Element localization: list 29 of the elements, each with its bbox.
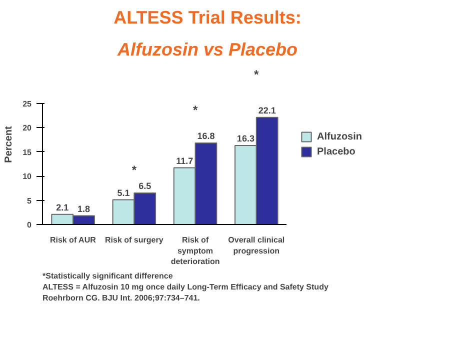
legend-label: Alfuzosin xyxy=(317,131,362,142)
text: *Statistically significant difference xyxy=(42,272,174,280)
x-tick-label: Risk of symptom deterioration xyxy=(170,236,220,266)
data-label: 2.1 xyxy=(56,202,69,212)
data-label: 22.1 xyxy=(258,105,276,116)
chart-subtitle: Alfuzosin vs Placebo xyxy=(116,40,298,60)
data-label: 1.8 xyxy=(77,204,90,214)
text: * xyxy=(254,67,260,82)
data-label: 16.8 xyxy=(197,131,215,142)
annotation: * xyxy=(132,162,137,177)
y-tick-label: 15 xyxy=(22,148,32,157)
data-label: 16.3 xyxy=(236,133,254,144)
y-tick-label: 20 xyxy=(22,124,32,133)
data-label: 6.5 xyxy=(138,180,152,191)
legend-label: Placebo xyxy=(317,146,356,157)
data-label: 5.1 xyxy=(117,188,130,198)
chart-title: ALTESS Trial Results: xyxy=(114,8,302,28)
y-axis-title: Percent xyxy=(4,125,15,163)
x-tick-label: Risk of surgery xyxy=(105,236,164,244)
text: ALTESS = Alfuzosin 10 mg once daily Long-Term Efficacy and Safety Study xyxy=(42,282,329,292)
annotation: * xyxy=(192,103,198,118)
y-tick-label: 5 xyxy=(27,196,32,206)
x-tick-label: Overall clinical progression xyxy=(228,236,285,256)
text: Roehrborn CG. BJU Int. 2006;97:734–741. xyxy=(42,294,200,302)
data-label: 11.7 xyxy=(176,156,194,166)
y-tick-label: 25 xyxy=(22,99,32,108)
y-tick-label: 10 xyxy=(22,172,32,182)
x-tick-label: Risk of AUR xyxy=(50,236,96,244)
y-tick-label: 0 xyxy=(27,220,32,230)
